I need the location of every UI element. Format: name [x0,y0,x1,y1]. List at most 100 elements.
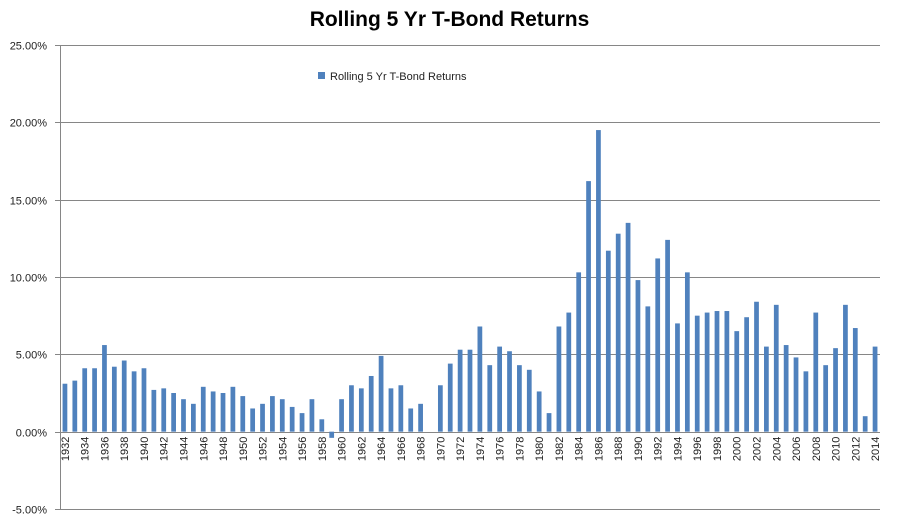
bar-2014 [872,346,878,432]
x-tick-label-1956: 1956 [297,437,309,461]
y-tick-label: 0.00% [16,428,47,440]
x-tick-label-1998: 1998 [712,437,724,461]
y-tick-label: 10.00% [10,273,48,285]
bar-2009 [823,365,829,432]
axes [55,45,61,510]
bar-2010 [833,348,838,432]
bar-2008 [813,312,819,432]
bar-1963 [368,375,374,432]
y-tick-label: -5.00% [12,505,47,517]
bar-1946 [200,386,206,432]
bar-2001 [744,317,749,432]
x-tick-label-2010: 2010 [831,437,843,461]
bar-1992 [655,258,661,432]
x-tick-label-1984: 1984 [574,437,586,461]
x-tick-label-1996: 1996 [692,437,704,461]
bar-1942 [161,388,167,432]
x-tick-label-1952: 1952 [258,437,270,461]
bar-1937 [111,366,117,432]
bar-1961 [349,385,354,432]
bar-1959 [329,431,335,438]
legend-label: Rolling 5 Yr T-Bond Returns [330,71,467,83]
bar-1976 [497,346,503,432]
bar-1998 [714,311,720,432]
x-tick-label-1958: 1958 [317,437,329,461]
bar-1932 [62,383,68,432]
bar-2011 [843,304,848,432]
bar-1973 [467,349,473,432]
x-tick-label-1994: 1994 [672,437,684,461]
bar-1956 [299,413,305,432]
bar-1966 [398,385,404,432]
bar-1935 [92,368,97,432]
chart-title: Rolling 5 Yr T-Bond Returns [309,8,590,31]
y-tick-label: 20.00% [10,118,48,130]
bar-1948 [220,393,226,432]
bar-1979 [526,369,532,432]
bar-1933 [72,380,78,432]
bar-1977 [507,351,512,432]
bar-1978 [517,365,522,432]
bar-1986 [596,130,601,432]
x-tick-label-1938: 1938 [119,437,131,461]
x-tick-label-1962: 1962 [356,437,368,461]
bar-1941 [151,389,157,432]
bar-1996 [694,315,700,432]
x-tick-label-1974: 1974 [475,437,487,461]
bar-1971 [447,363,453,432]
x-tick-label-2006: 2006 [791,437,803,461]
x-tick-label-1934: 1934 [80,437,92,461]
bar-1993 [665,239,670,432]
legend: Rolling 5 Yr T-Bond Returns [318,71,467,83]
bar-1981 [546,413,552,432]
bar-2002 [754,301,759,432]
bar-1965 [388,388,394,432]
bar-1995 [684,272,690,432]
bar-1985 [586,181,591,432]
bar-1975 [487,365,493,432]
bar-1964 [378,355,384,432]
bar-1951 [250,408,256,432]
x-tick-label-2004: 2004 [771,437,783,461]
x-tick-label-1946: 1946 [198,437,210,461]
bar-2006 [793,357,799,432]
bar-1936 [102,345,107,432]
bar-1947 [210,391,216,432]
x-tick-label-1966: 1966 [396,437,408,461]
bar-1939 [131,371,137,432]
bar-1987 [605,250,611,432]
bar-1991 [645,306,651,432]
bar-2005 [783,345,789,432]
bar-2012 [852,328,858,432]
bar-1989 [625,222,631,432]
bar-1944 [181,399,186,432]
x-tick-label-1982: 1982 [554,437,566,461]
bar-1945 [191,403,196,432]
bar-1974 [477,326,483,432]
bar-1957 [309,399,315,432]
x-tick-label-1942: 1942 [159,437,171,461]
bar-1983 [566,312,572,432]
x-tick-label-1988: 1988 [613,437,625,461]
y-tick-labels: -5.00% 0.00% 5.00% 10.00% 15.00% 20.00% 25.00% [10,41,48,517]
bar-1990 [635,280,641,432]
bar-1968 [418,403,423,432]
x-tick-label-1960: 1960 [337,437,349,461]
bar-1988 [615,233,621,432]
x-tick-label-1986: 1986 [593,437,605,461]
bar-1952 [260,403,265,432]
bar-1934 [82,368,88,432]
bar-1984 [576,272,582,432]
bar-1972 [457,349,463,432]
bar-1949 [230,386,236,432]
x-tick-labels: 1932 1934 1936 1938 1940 1942 1944 1946 1948 1950… [60,437,882,461]
bar-1943 [171,393,176,432]
y-tick-label: 5.00% [16,350,47,362]
x-tick-label-1950: 1950 [238,437,250,461]
bar-1954 [279,399,285,432]
y-tick-label: 15.00% [10,196,48,208]
x-tick-label-1954: 1954 [277,437,289,461]
bar-1940 [141,368,147,432]
